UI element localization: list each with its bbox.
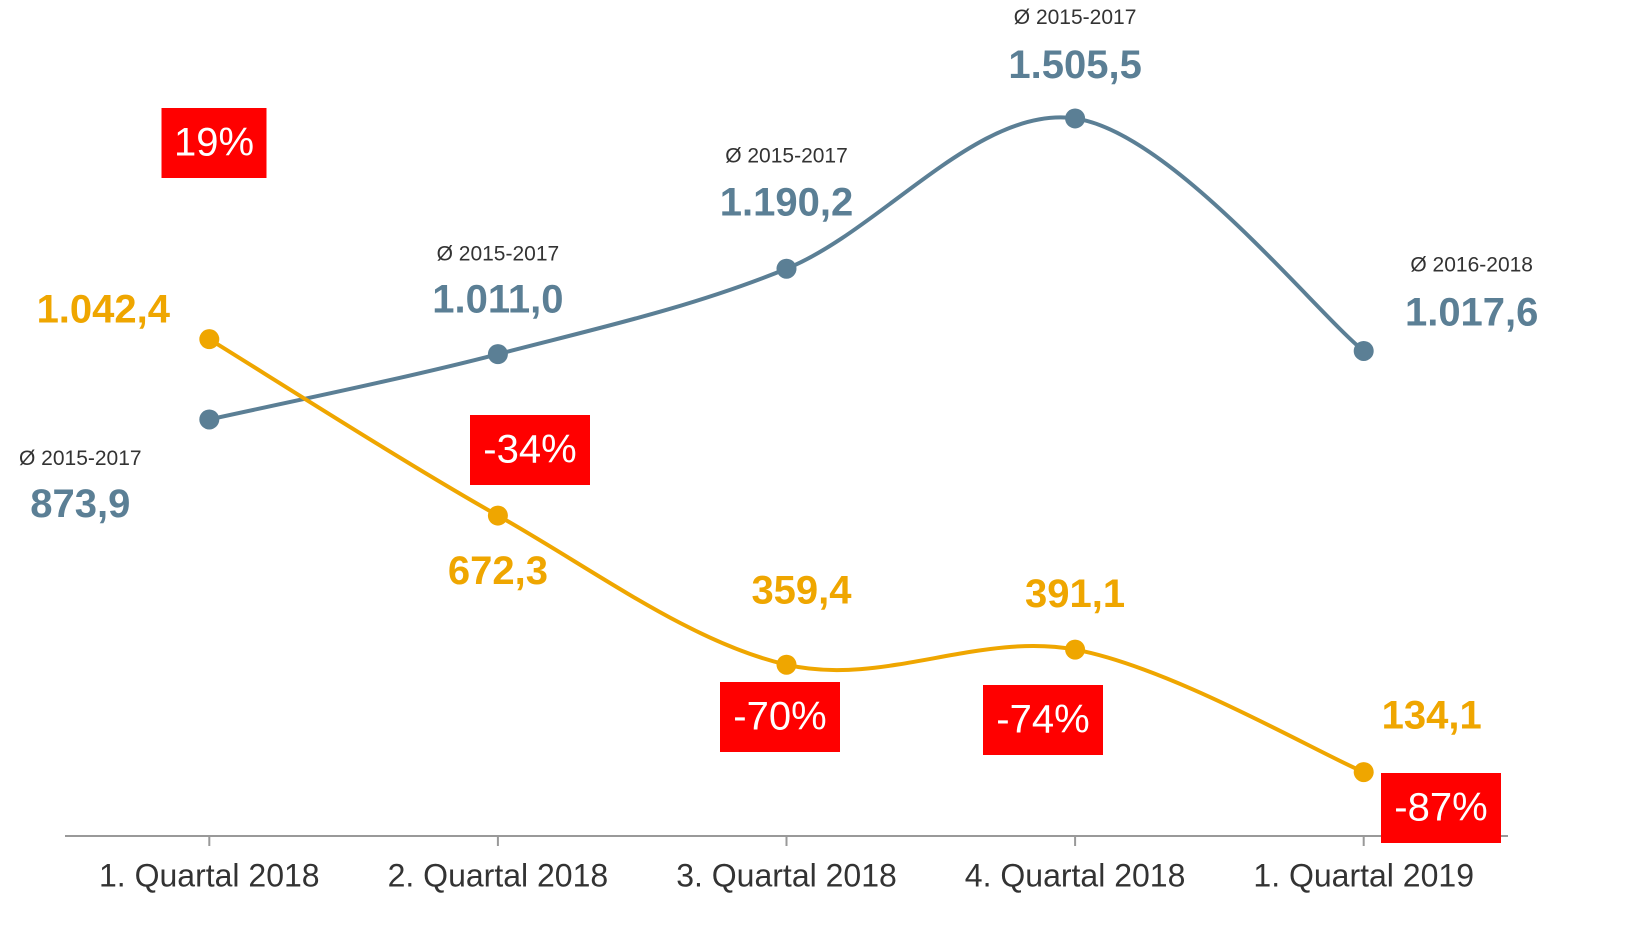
period-label: Ø 2015-2017 bbox=[437, 243, 560, 266]
period-label: Ø 2015-2017 bbox=[19, 447, 142, 470]
point bbox=[487, 344, 508, 365]
point bbox=[1065, 108, 1086, 129]
x-tick-label: 4. Quartal 2018 bbox=[965, 857, 1186, 893]
x-tick-label: 1. Quartal 2018 bbox=[99, 857, 320, 893]
change-label: -70% bbox=[733, 695, 826, 739]
x-tick-label: 1. Quartal 2019 bbox=[1253, 857, 1474, 893]
period-label: Ø 2016-2018 bbox=[1410, 254, 1533, 277]
change-box bbox=[720, 682, 840, 752]
value-label: 134,1 bbox=[1382, 694, 1482, 738]
value-label: 873,9 bbox=[30, 482, 130, 526]
value-label: 1.042,4 bbox=[37, 288, 171, 332]
change-box bbox=[1381, 773, 1501, 843]
point bbox=[1353, 340, 1374, 361]
point bbox=[1065, 639, 1086, 660]
value-label: 359,4 bbox=[751, 568, 852, 612]
period-label: Ø 2015-2017 bbox=[725, 144, 848, 167]
point bbox=[199, 409, 220, 430]
value-label: 1.011,0 bbox=[432, 278, 563, 322]
value-label: 391,1 bbox=[1025, 572, 1125, 616]
value-label: 1.505,5 bbox=[1008, 43, 1141, 87]
x-tick-label: 3. Quartal 2018 bbox=[676, 857, 897, 893]
change-box bbox=[470, 415, 590, 485]
change-label: -34% bbox=[483, 428, 576, 472]
value-label: 1.017,6 bbox=[1405, 291, 1538, 335]
value-label: 1.190,2 bbox=[720, 180, 853, 224]
change-box bbox=[161, 108, 267, 178]
point bbox=[1353, 762, 1374, 783]
value-label: 672,3 bbox=[448, 549, 548, 593]
change-label: 19% bbox=[174, 121, 254, 165]
point bbox=[487, 505, 508, 526]
change-label: -87% bbox=[1394, 786, 1487, 830]
point bbox=[776, 258, 797, 279]
point bbox=[776, 654, 797, 675]
change-label: -74% bbox=[996, 698, 1089, 742]
point bbox=[199, 329, 220, 350]
x-tick-label: 2. Quartal 2018 bbox=[388, 857, 609, 893]
period-label: Ø 2015-2017 bbox=[1014, 6, 1137, 29]
change-box bbox=[983, 685, 1103, 755]
